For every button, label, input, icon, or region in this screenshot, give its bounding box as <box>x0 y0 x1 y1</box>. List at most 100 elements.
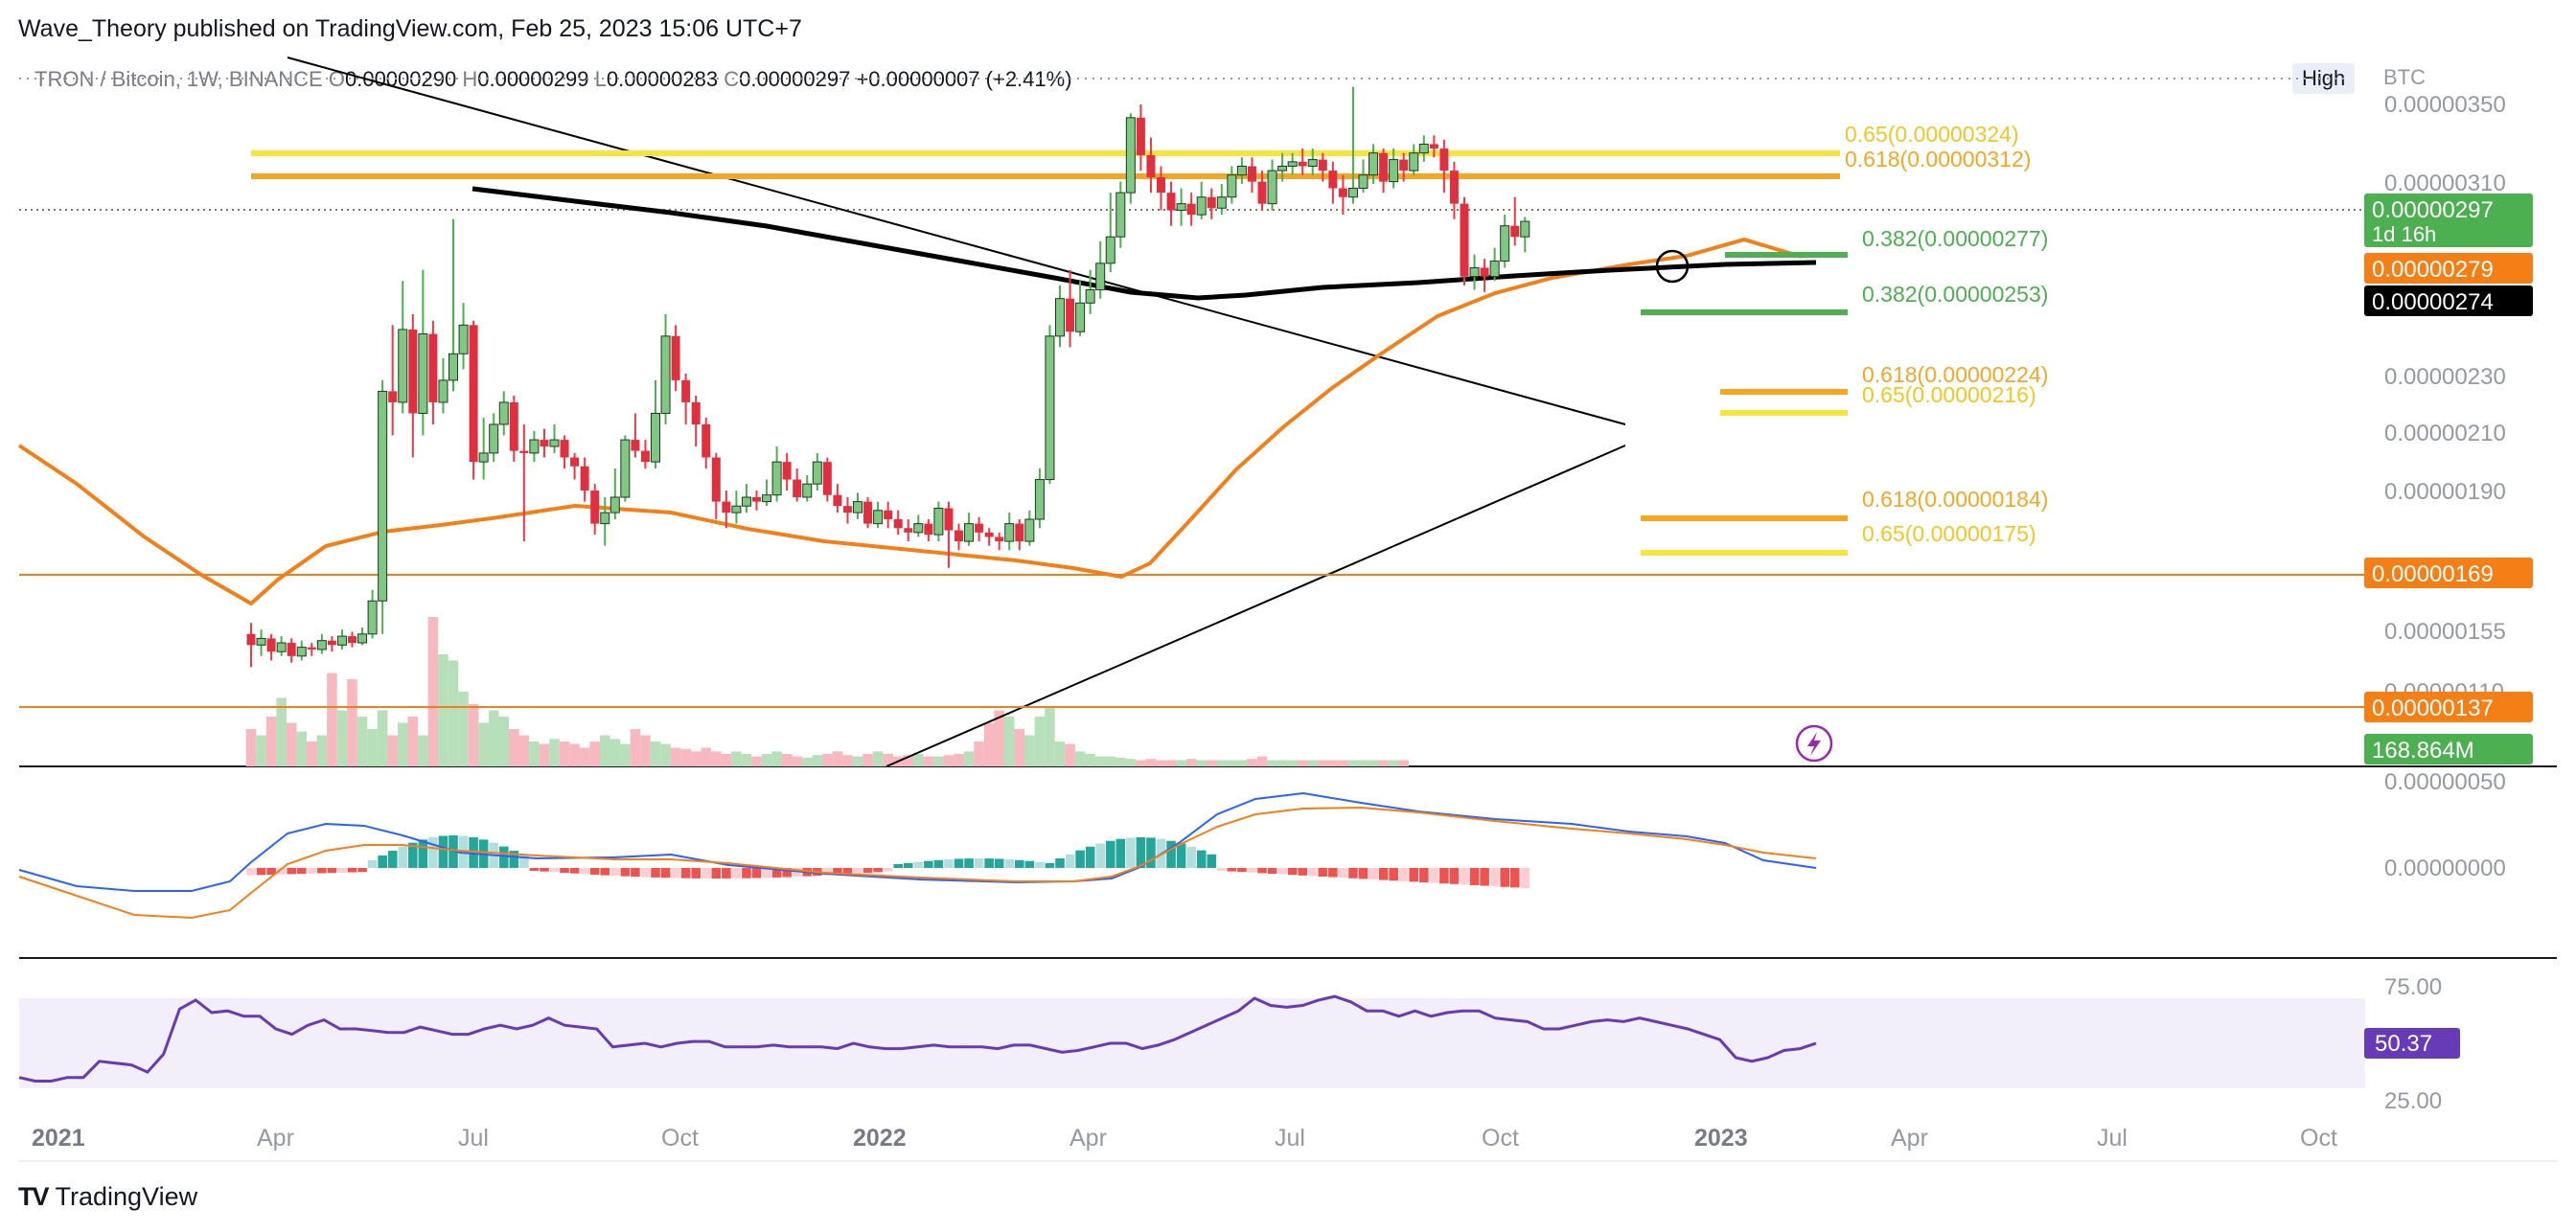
candle-body <box>1116 192 1126 238</box>
macd-histogram-bar <box>792 868 802 878</box>
candle-body <box>964 523 975 542</box>
rsi-value-text: 50.37 <box>2375 1031 2432 1057</box>
macd-histogram-bar <box>1439 868 1449 884</box>
volume-bar <box>1276 760 1288 766</box>
volume-bar <box>974 741 984 766</box>
macd-histogram-bar <box>974 858 984 868</box>
x-axis-tick: Apr <box>257 1125 294 1152</box>
candle-body <box>348 636 356 644</box>
candle-body <box>540 440 549 447</box>
macd-histogram-bar <box>276 868 287 875</box>
price-label-text: 0.00000274 <box>2372 289 2494 315</box>
macd-histogram-bar <box>701 868 711 878</box>
volume-bar <box>316 735 328 766</box>
symbol-name[interactable]: TRON / Bitcoin, 1W, BINANCE <box>34 67 323 91</box>
volume-bar <box>377 710 388 766</box>
volume-bar <box>286 722 297 766</box>
macd-histogram-bar <box>519 855 529 868</box>
macd-histogram-bar <box>357 868 367 873</box>
volume-bar <box>1024 735 1035 766</box>
volume-bar <box>1014 729 1025 766</box>
x-axis-labels: 2021 Apr Jul Oct 2022 Apr Jul Oct 2023 Apr Jul Oct <box>32 1125 2337 1152</box>
candle-body <box>1045 335 1055 481</box>
volume-bar <box>1347 760 1359 766</box>
volume-bar <box>741 754 752 766</box>
x-axis-tick: 2023 <box>1694 1125 1748 1152</box>
macd-histogram-bar <box>1419 868 1429 882</box>
macd-histogram-bar <box>671 868 680 878</box>
candle-body <box>1207 196 1216 209</box>
macd-histogram-bar <box>569 868 580 874</box>
price-label-box <box>2364 285 2533 316</box>
x-axis-tick: Jul <box>2097 1125 2128 1152</box>
macd-histogram-bar <box>893 864 903 868</box>
volume-bar <box>276 697 287 766</box>
volume-bar <box>781 754 793 766</box>
volume-bar <box>1045 706 1055 766</box>
moving-averages <box>17 186 1817 606</box>
macd-histogram-bar <box>1358 868 1368 879</box>
volume-bar <box>468 704 479 766</box>
candle-body <box>1358 174 1368 190</box>
tradingview-brand[interactable]: TV TradingView <box>18 1182 197 1212</box>
candle-body <box>995 536 1004 542</box>
rsi-tick-75: 75.00 <box>2384 974 2442 1000</box>
candle-body <box>1489 261 1500 278</box>
candle-body <box>631 440 640 451</box>
y-axis-tick: 0.00000155 <box>2384 619 2506 645</box>
macd-histogram-bar <box>600 868 610 876</box>
candle-body <box>580 466 589 491</box>
candle-body <box>975 523 984 533</box>
high-badge[interactable]: High <box>2292 63 2356 94</box>
candle-body <box>296 647 307 657</box>
macd-histogram-bar <box>296 868 307 875</box>
macd-histogram-bar <box>1469 868 1480 885</box>
candle-body <box>1510 225 1520 238</box>
macd-histogram-bar <box>549 868 560 873</box>
macd-histogram-bar <box>722 868 731 878</box>
macd-histogram-bar <box>933 859 944 868</box>
candle-body <box>1066 298 1075 332</box>
volume-bar <box>1216 760 1228 766</box>
macd-histogram-bar <box>1449 868 1460 884</box>
macd-histogram-bar <box>1348 868 1358 878</box>
candle-body <box>924 523 933 536</box>
volume-bar <box>954 754 964 766</box>
macd-histogram-bar <box>560 868 569 874</box>
candle-body <box>357 633 368 644</box>
volume-bar <box>771 751 782 766</box>
candle-body <box>287 643 296 656</box>
candle-body <box>1409 152 1419 171</box>
candle-body <box>1460 203 1469 277</box>
volume-bar <box>943 755 954 766</box>
macd-histogram-bar <box>1257 868 1267 874</box>
candle-body <box>1227 174 1237 198</box>
volume-bar <box>1297 760 1308 766</box>
macd-histogram-bar <box>842 868 853 875</box>
rsi-line <box>18 994 1817 1083</box>
candle-body <box>842 506 852 513</box>
macd-histogram-bar <box>1095 843 1105 868</box>
volume-bar <box>650 741 661 766</box>
candle-body <box>1176 203 1186 212</box>
macd-histogram-bar <box>631 868 640 878</box>
price-label-text: 0.00000137 <box>2372 696 2494 721</box>
volume-bar <box>1074 751 1086 766</box>
volume-bar <box>509 729 519 766</box>
candle-body <box>984 532 994 537</box>
brand-name: TradingView <box>55 1182 198 1211</box>
macd-histogram-bar <box>1509 868 1520 888</box>
volume-bar <box>1378 760 1389 766</box>
macd-histogram-bar <box>862 868 873 874</box>
volume-bar <box>397 722 408 766</box>
macd-histogram-bar <box>711 868 722 878</box>
candle-body <box>1257 181 1267 204</box>
candle-body <box>1520 220 1530 238</box>
candle-body <box>651 412 660 463</box>
volume-bar <box>1247 759 1257 766</box>
macd-histogram-bar <box>458 835 469 868</box>
candle-body <box>549 439 560 447</box>
macd-histogram-bar <box>367 860 378 868</box>
